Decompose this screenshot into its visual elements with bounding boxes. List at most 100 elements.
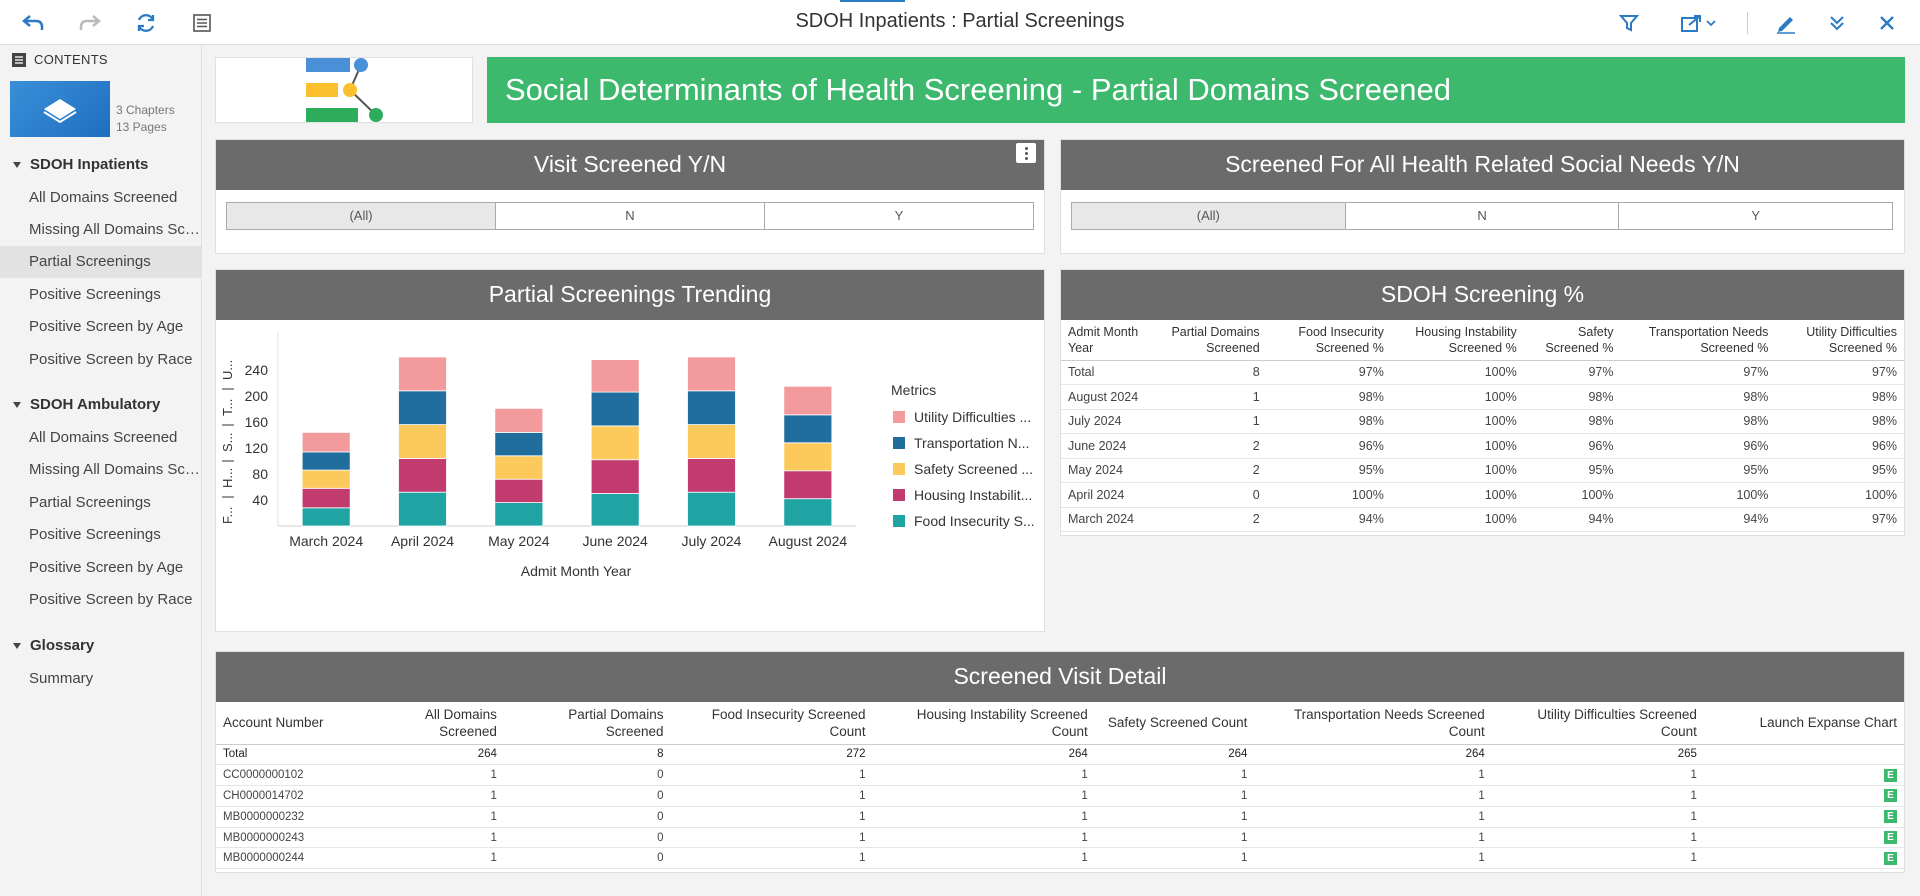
nav-inpatients-positive-by-age[interactable]: Positive Screen by Age — [29, 318, 184, 335]
column-header[interactable]: Partial Domains Screened — [503, 702, 671, 745]
bar-segment[interactable] — [590, 359, 640, 393]
more-options-icon[interactable] — [1016, 143, 1036, 163]
bar-segment[interactable] — [494, 502, 544, 527]
list-icon[interactable] — [189, 10, 215, 36]
edit-icon[interactable] — [1773, 10, 1799, 36]
bar-segment[interactable] — [494, 407, 544, 433]
bar-segment[interactable] — [590, 459, 640, 494]
legend-swatch — [893, 437, 905, 449]
nav-inpatients-partial-screenings[interactable]: Partial Screenings — [0, 246, 201, 278]
table-cell: April 2024 — [1061, 482, 1149, 508]
column-header[interactable]: Safety Screened % — [1523, 320, 1621, 361]
bar-segment[interactable] — [494, 455, 544, 480]
bar-segment[interactable] — [783, 414, 833, 444]
refresh-icon[interactable] — [133, 10, 159, 36]
bar-segment[interactable] — [398, 491, 447, 527]
nav-inpatients-positive-by-race[interactable]: Positive Screen by Race — [29, 351, 193, 368]
section-title: SDOH Inpatients — [30, 156, 149, 173]
nav-ambulatory-positive-screenings[interactable]: Positive Screenings — [29, 526, 161, 543]
bar-segment[interactable] — [301, 469, 351, 489]
column-header[interactable]: Housing Instability Screened Count — [872, 702, 1095, 745]
undo-icon[interactable] — [20, 10, 46, 36]
table-cell — [1703, 744, 1904, 766]
screened-all-title: Screened For All Health Related Social N… — [1061, 140, 1904, 190]
column-header[interactable]: Launch Expanse Chart — [1703, 702, 1904, 745]
column-header[interactable]: Admit Month Year — [1061, 320, 1149, 361]
bar-segment[interactable] — [590, 391, 640, 427]
bar-segment[interactable] — [494, 432, 544, 457]
bar-segment[interactable] — [687, 457, 736, 493]
bar-segment[interactable] — [783, 442, 833, 472]
nav-inpatients-all-domains[interactable]: All Domains Screened — [29, 189, 178, 206]
column-header[interactable]: Food Insecurity Screened Count — [670, 702, 873, 745]
bar-segment[interactable] — [398, 356, 447, 392]
nav-glossary-summary[interactable]: Summary — [29, 670, 94, 687]
nav-ambulatory-positive-by-age[interactable]: Positive Screen by Age — [29, 559, 184, 576]
bar-segment[interactable] — [398, 424, 447, 459]
nav-inpatients-positive-screenings[interactable]: Positive Screenings — [29, 286, 161, 303]
bar-segment[interactable] — [590, 493, 640, 527]
column-header[interactable]: All Domains Screened — [367, 702, 504, 745]
column-header[interactable]: Account Number — [216, 702, 368, 745]
bar-segment[interactable] — [687, 356, 736, 392]
table-cell: MB0000000244 — [216, 847, 368, 870]
nav-ambulatory-positive-by-race[interactable]: Positive Screen by Race — [29, 591, 193, 608]
screened-all-option-all[interactable]: (All) — [1072, 203, 1346, 229]
column-header[interactable]: Housing Instability Screened % — [1390, 320, 1524, 361]
close-icon[interactable] — [1874, 10, 1900, 36]
bar-segment[interactable] — [301, 432, 351, 453]
visit-screened-option-all[interactable]: (All) — [227, 203, 496, 229]
collapse-icon[interactable] — [1824, 10, 1850, 36]
bar-segment[interactable] — [687, 491, 736, 527]
launch-expanse-chart-icon[interactable]: E — [1884, 851, 1897, 865]
legend-item[interactable]: Utility Difficulties ... — [914, 409, 1031, 425]
share-icon[interactable] — [1678, 10, 1722, 36]
legend-item[interactable]: Safety Screened ... — [914, 461, 1033, 477]
bar-segment[interactable] — [301, 507, 351, 527]
nav-ambulatory-partial-screenings[interactable]: Partial Screenings — [29, 494, 151, 511]
column-header[interactable]: Transportation Needs Screened % — [1620, 320, 1776, 361]
table-cell: 1 — [1491, 806, 1704, 828]
bar-segment[interactable] — [687, 390, 736, 426]
section-title: SDOH Ambulatory — [30, 396, 161, 413]
column-header[interactable]: Food Insecurity Screened % — [1266, 320, 1391, 361]
visit-screened-option-n[interactable]: N — [496, 203, 765, 229]
visit-screened-option-y[interactable]: Y — [894, 208, 904, 223]
nav-ambulatory-missing-all-domains[interactable]: Missing All Domains Screened — [29, 461, 201, 478]
launch-expanse-chart-icon[interactable]: E — [1884, 789, 1897, 803]
launch-expanse-chart-icon[interactable]: E — [1884, 831, 1897, 845]
bar-segment[interactable] — [301, 451, 351, 471]
launch-expanse-chart-icon[interactable]: E — [1884, 810, 1897, 824]
redo-icon[interactable] — [77, 10, 103, 36]
column-header[interactable]: Transportation Needs Screened Count — [1254, 702, 1492, 745]
book-thumbnail[interactable] — [10, 81, 110, 137]
bar-segment[interactable] — [687, 424, 736, 459]
bar-segment[interactable] — [494, 478, 544, 503]
legend-item[interactable]: Food Insecurity S... — [914, 513, 1035, 529]
bar-segment[interactable] — [590, 425, 640, 461]
bar-segment[interactable] — [783, 385, 833, 416]
bar-segment[interactable] — [301, 487, 351, 509]
bar-segment[interactable] — [398, 457, 447, 493]
bar-segment[interactable] — [783, 498, 833, 527]
launch-expanse-chart-icon[interactable]: E — [1884, 768, 1897, 782]
filter-icon[interactable] — [1616, 10, 1642, 36]
column-header[interactable]: Partial Domains Screened — [1149, 320, 1267, 361]
table-cell: May 2024 — [1061, 458, 1149, 483]
section-glossary[interactable]: Glossary — [12, 637, 94, 654]
nav-ambulatory-all-domains[interactable]: All Domains Screened — [29, 429, 178, 446]
column-header[interactable]: Utility Difficulties Screened Count — [1491, 702, 1704, 745]
column-header[interactable]: Safety Screened Count — [1094, 702, 1255, 745]
bar-segment[interactable] — [398, 390, 447, 426]
bar-segment[interactable] — [783, 470, 833, 500]
table-cell: Total — [1061, 360, 1149, 385]
section-sdoh-inpatients[interactable]: SDOH Inpatients — [12, 156, 148, 173]
screened-all-option-y[interactable]: Y — [1751, 208, 1761, 223]
screened-all-option-n[interactable]: N — [1346, 203, 1620, 229]
table-cell: 1 — [1149, 384, 1267, 410]
section-sdoh-ambulatory[interactable]: SDOH Ambulatory — [12, 396, 160, 413]
nav-inpatients-missing-all-domains[interactable]: Missing All Domains Screened — [29, 221, 201, 238]
legend-item[interactable]: Transportation N... — [914, 435, 1029, 451]
column-header[interactable]: Utility Difficulties Screened % — [1775, 320, 1904, 361]
legend-item[interactable]: Housing Instabilit... — [914, 487, 1032, 503]
